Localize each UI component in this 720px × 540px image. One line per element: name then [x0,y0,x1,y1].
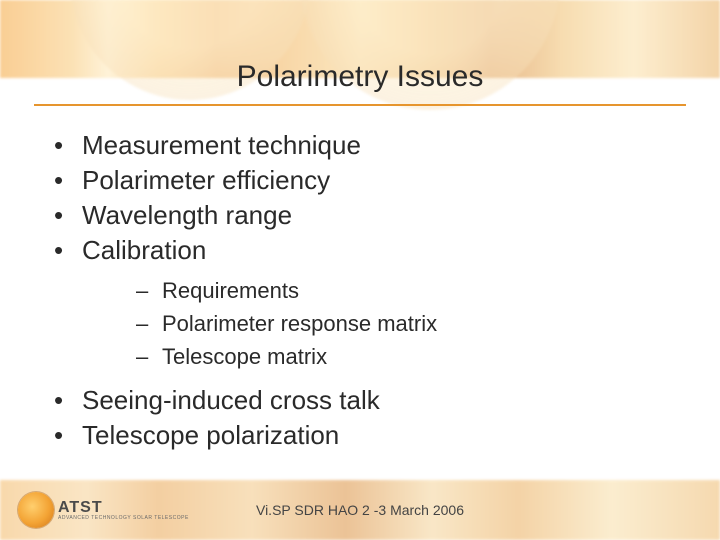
list-item: •Wavelength range [54,198,654,233]
list-item: –Telescope matrix [136,340,654,373]
title-underline [34,104,686,106]
list-item: –Requirements [136,274,654,307]
list-item: •Calibration [54,233,654,268]
bullet-text: Seeing-induced cross talk [82,383,380,418]
bullet-text: Telescope polarization [82,418,339,453]
sub-list: –Requirements –Polarimeter response matr… [136,274,654,373]
bullet-text: Wavelength range [82,198,292,233]
footer-text: Vi.SP SDR HAO 2 -3 March 2006 [0,502,720,518]
bullet-icon: • [54,163,82,198]
subbullet-text: Requirements [162,274,299,307]
bullet-icon: • [54,198,82,233]
list-item: •Telescope polarization [54,418,654,453]
subbullet-text: Polarimeter response matrix [162,307,437,340]
subbullet-text: Telescope matrix [162,340,327,373]
list-item: •Measurement technique [54,128,654,163]
slide-title: Polarimetry Issues [0,60,720,94]
list-item: •Polarimeter efficiency [54,163,654,198]
bullet-text: Measurement technique [82,128,361,163]
dash-icon: – [136,307,162,340]
list-item: –Polarimeter response matrix [136,307,654,340]
dash-icon: – [136,340,162,373]
bullet-text: Calibration [82,233,206,268]
bullet-text: Polarimeter efficiency [82,163,330,198]
list-item: •Seeing-induced cross talk [54,383,654,418]
bullet-icon: • [54,383,82,418]
bullet-icon: • [54,418,82,453]
bullet-icon: • [54,233,82,268]
slide-body: •Measurement technique •Polarimeter effi… [54,128,654,454]
dash-icon: – [136,274,162,307]
bullet-icon: • [54,128,82,163]
